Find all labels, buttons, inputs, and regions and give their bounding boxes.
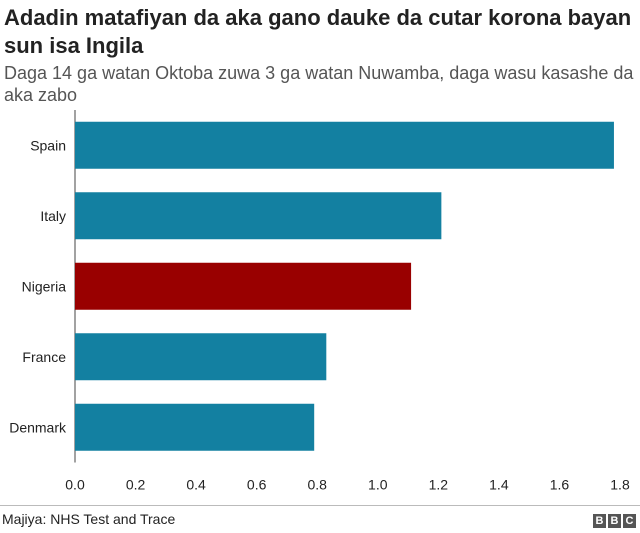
x-tick-label: 1.4 bbox=[489, 477, 509, 493]
x-tick-label: 0.0 bbox=[65, 477, 85, 493]
category-label: France bbox=[22, 349, 66, 365]
bar-denmark bbox=[75, 403, 315, 451]
x-tick-label: 0.6 bbox=[247, 477, 267, 493]
bar-spain bbox=[75, 121, 614, 169]
bbc-logo-letter: B bbox=[608, 514, 621, 528]
x-tick-label: 0.2 bbox=[126, 477, 146, 493]
x-tick-label: 0.8 bbox=[307, 477, 327, 493]
bar-nigeria bbox=[75, 262, 412, 310]
chart-title: Adadin matafiyan da aka gano dauke da cu… bbox=[4, 5, 632, 58]
bar-italy bbox=[75, 192, 442, 240]
bbc-logo: B B C bbox=[593, 514, 636, 528]
category-label: Denmark bbox=[9, 419, 67, 435]
chart-subtitle: Daga 14 ga watan Oktoba zuwa 3 ga watan … bbox=[4, 63, 634, 105]
category-label: Nigeria bbox=[22, 278, 67, 294]
source-note: Majiya: NHS Test and Trace bbox=[2, 511, 176, 527]
footer-divider bbox=[0, 505, 640, 506]
bar-chart: Spain Italy Nigeria France Denmark 0.0 0.2 0.4 0… bbox=[9, 110, 630, 493]
x-tick-label: 1.6 bbox=[550, 477, 570, 493]
x-tick-label: 0.4 bbox=[186, 477, 206, 493]
x-tick-label: 1.8 bbox=[610, 477, 630, 493]
x-tick-label: 1.2 bbox=[429, 477, 449, 493]
category-label: Spain bbox=[30, 137, 66, 153]
x-tick-label: 1.0 bbox=[368, 477, 388, 493]
bbc-logo-letter: B bbox=[593, 514, 606, 528]
category-label: Italy bbox=[40, 208, 66, 224]
bar-france bbox=[75, 333, 327, 381]
bbc-logo-letter: C bbox=[623, 514, 636, 528]
